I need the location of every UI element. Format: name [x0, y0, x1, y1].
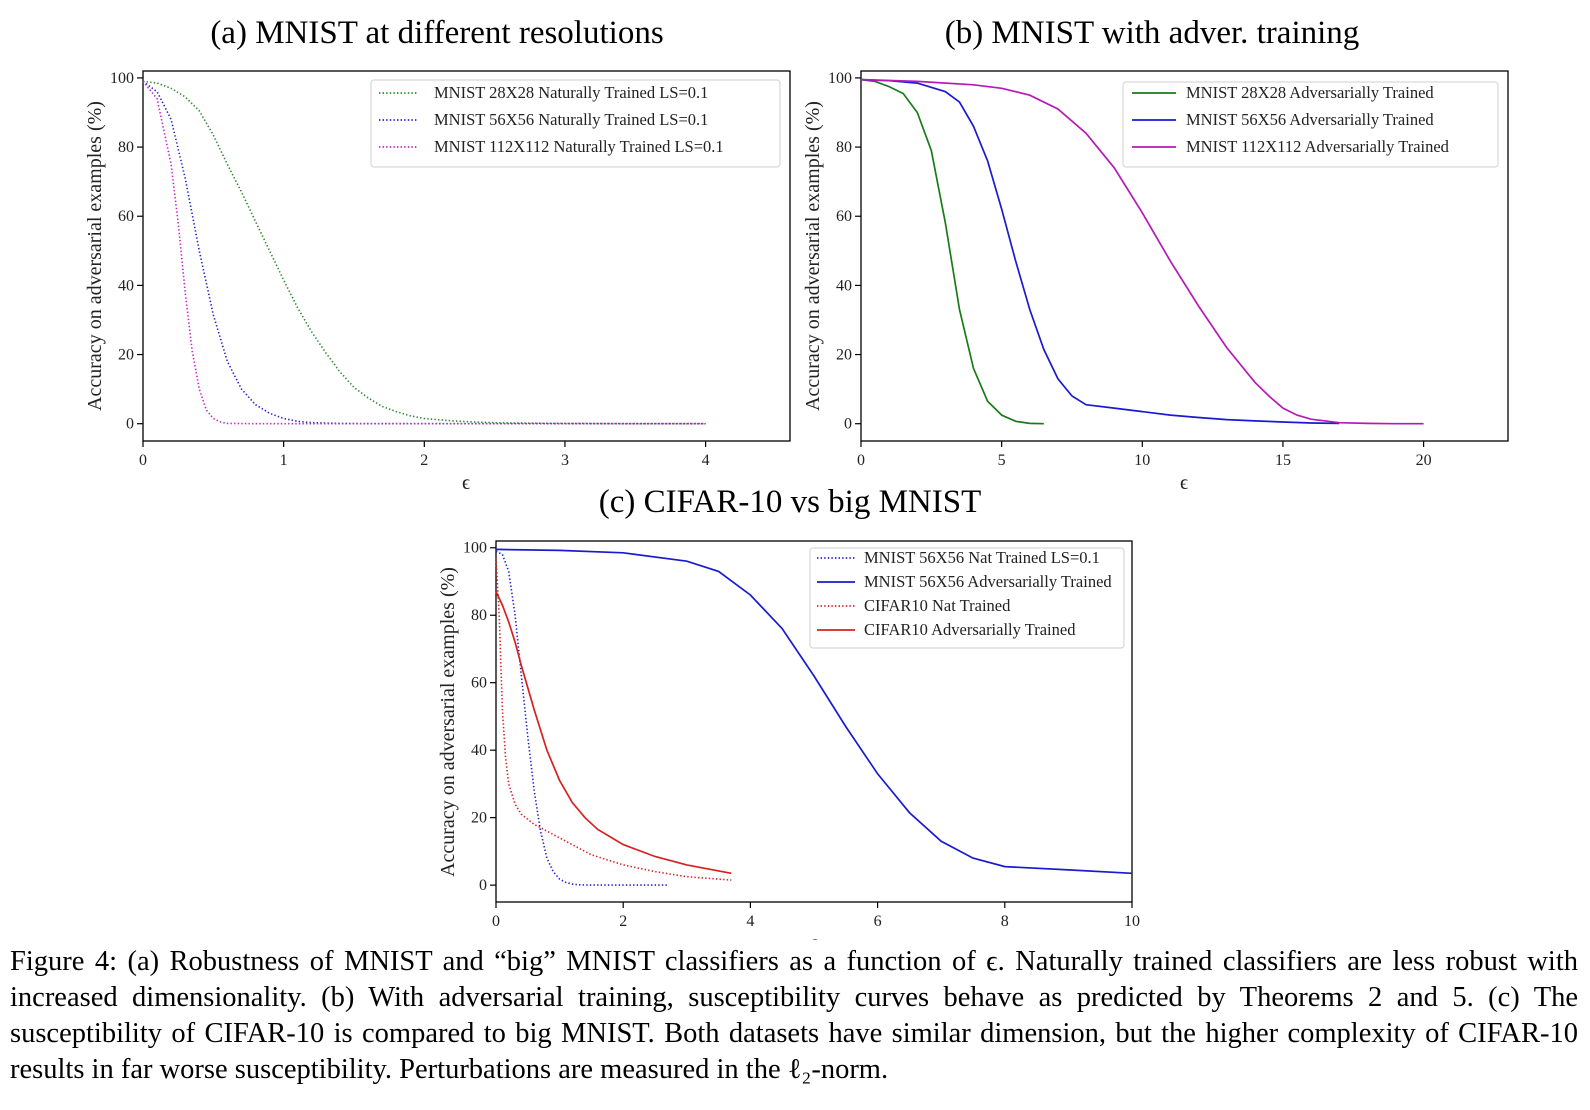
caption-text: (a) Robustness of MNIST and “big” MNIST …: [10, 946, 1578, 1085]
y-tick-label: 80: [471, 607, 487, 624]
x-tick-label: 0: [139, 452, 147, 469]
x-tick-label: 1: [280, 452, 288, 469]
legend-label-mnist-112x112-naturally-trained-ls-0-1: MNIST 112X112 Naturally Trained LS=0.1: [434, 137, 724, 156]
x-axis-label-c: ϵ: [810, 932, 818, 940]
y-tick-label: 40: [471, 742, 487, 759]
legend-box-c: [809, 547, 1125, 649]
series-lines-b: [860, 78, 1424, 425]
y-tick-label: 80: [118, 139, 134, 156]
x-tick-label: 10: [1124, 913, 1140, 930]
x-tick-label: 20: [1416, 452, 1432, 469]
series-line-mnist-28x28-naturally-trained-ls-0-1: [142, 80, 706, 425]
y-tick-label: 60: [836, 208, 852, 225]
series-line-mnist-56x56-nat-trained-ls-0-1: [495, 550, 668, 886]
x-tick-label: 3: [561, 452, 569, 469]
y-tick-label: 60: [471, 675, 487, 692]
y-tick-label: 40: [836, 277, 852, 294]
legend-label-mnist-56x56-adversarially-trained: MNIST 56X56 Adversarially Trained: [1186, 110, 1434, 129]
series-line-cifar10-nat-trained: [495, 557, 732, 881]
legend-b: MNIST 28X28 Adversarially Trained MNIST 5…: [1122, 81, 1499, 168]
series-line-mnist-56x56-naturally-trained-ls-0-1: [142, 80, 706, 425]
y-tick-label: 0: [126, 416, 134, 433]
y-tick-label: 0: [844, 416, 852, 433]
figure-4: (a) MNIST at different resolutions 0 1 2 3 4…: [84, 15, 1509, 940]
y-tick-label: 20: [836, 347, 852, 364]
y-tick-label: 100: [828, 70, 852, 87]
x-tick-label: 4: [746, 913, 754, 930]
y-tick-label: 20: [471, 810, 487, 827]
chart-title-a: (a) MNIST at different resolutions: [210, 15, 663, 51]
legend-label-cifar10-nat-trained: CIFAR10 Nat Trained: [864, 596, 1011, 615]
plot-frame-c: [495, 540, 1133, 903]
series-line-mnist-28x28-adversarially-trained: [860, 78, 1044, 425]
y-axis-label-c: Accuracy on adversarial examples (%): [437, 567, 459, 877]
legend-label-mnist-28x28-adversarially-trained: MNIST 28X28 Adversarially Trained: [1186, 83, 1434, 102]
x-tick-label: 5: [998, 452, 1006, 469]
legend-label-cifar10-adversarially-trained: CIFAR10 Adversarially Trained: [864, 620, 1076, 639]
plot-frame-b: [860, 70, 1509, 442]
series-line-mnist-56x56-adversarially-trained: [860, 78, 1340, 425]
legend-entries-a: MNIST 28X28 Naturally Trained LS=0.1 MNIS…: [379, 83, 724, 156]
legend-entries-c: MNIST 56X56 Nat Trained LS=0.1 MNIST 56X5…: [817, 548, 1112, 639]
y-tick-label: 60: [118, 208, 134, 225]
legend-label-mnist-112x112-adversarially-trained: MNIST 112X112 Adversarially Trained: [1186, 137, 1450, 156]
x-axis-label-b: ϵ: [1180, 472, 1188, 494]
y-ticks-a: 0 20 40 60 80 100: [110, 70, 143, 433]
x-tick-label: 2: [420, 452, 428, 469]
y-axis-label-b: Accuracy on adversarial examples (%): [802, 101, 824, 411]
x-ticks-c: 0 2 4 6 8 10: [492, 902, 1140, 930]
series-line-mnist-112x112-adversarially-trained: [860, 78, 1424, 425]
x-axis-label-a: ϵ: [462, 472, 470, 494]
legend-box-a: [370, 79, 781, 168]
y-tick-label: 0: [479, 877, 487, 894]
chart-title-b: (b) MNIST with adver. training: [945, 15, 1360, 51]
x-tick-label: 8: [1001, 913, 1009, 930]
series-line-cifar10-adversarially-trained: [495, 591, 732, 875]
legend-box-b: [1122, 81, 1499, 168]
x-ticks-a: 0 1 2 3 4: [139, 441, 710, 469]
y-axis-label-a: Accuracy on adversarial examples (%): [84, 101, 106, 411]
x-tick-label: 2: [619, 913, 627, 930]
x-tick-label: 4: [702, 452, 710, 469]
y-ticks-b: 0 20 40 60 80 100: [828, 70, 861, 433]
legend-c: MNIST 56X56 Nat Trained LS=0.1 MNIST 56X5…: [809, 547, 1125, 649]
series-lines-c: [495, 548, 1133, 886]
legend-label-mnist-28x28-naturally-trained-ls-0-1: MNIST 28X28 Naturally Trained LS=0.1: [434, 83, 708, 102]
legend-label-mnist-56x56-adversarially-trained: MNIST 56X56 Adversarially Trained: [864, 572, 1112, 591]
plot-frame-a: [142, 70, 791, 442]
legend-entries-b: MNIST 28X28 Adversarially Trained MNIST 5…: [1132, 83, 1450, 156]
x-ticks-b: 0 5 10 15 20: [857, 441, 1432, 469]
x-tick-label: 0: [857, 452, 865, 469]
x-tick-label: 15: [1275, 452, 1291, 469]
legend-a: MNIST 28X28 Naturally Trained LS=0.1 MNIS…: [370, 79, 781, 168]
legend-label-mnist-56x56-naturally-trained-ls-0-1: MNIST 56X56 Naturally Trained LS=0.1: [434, 110, 708, 129]
caption-label: Figure 4:: [10, 946, 118, 977]
panel-b: (b) MNIST with adver. training 0 5 10 15 20 …: [802, 15, 1509, 494]
y-tick-label: 40: [118, 277, 134, 294]
y-tick-label: 20: [118, 347, 134, 364]
chart-title-c: (c) CIFAR-10 vs big MNIST: [599, 484, 982, 520]
panel-c: (c) CIFAR-10 vs big MNIST 0 2 4 6 8 10 0 20 40 6…: [437, 484, 1140, 940]
series-line-mnist-56x56-adversarially-trained: [495, 548, 1133, 875]
y-tick-label: 100: [110, 70, 134, 87]
panel-a: (a) MNIST at different resolutions 0 1 2 3 4…: [84, 15, 791, 494]
x-tick-label: 6: [874, 913, 882, 930]
figure-caption: Figure 4: (a) Robustness of MNIST and “b…: [10, 944, 1578, 1088]
x-tick-label: 0: [492, 913, 500, 930]
x-tick-label: 10: [1134, 452, 1150, 469]
y-tick-label: 80: [836, 139, 852, 156]
y-ticks-c: 0 20 40 60 80 100: [463, 540, 496, 894]
series-lines-a: [142, 80, 706, 425]
y-tick-label: 100: [463, 540, 487, 557]
legend-label-mnist-56x56-nat-trained-ls-0-1: MNIST 56X56 Nat Trained LS=0.1: [864, 548, 1100, 567]
